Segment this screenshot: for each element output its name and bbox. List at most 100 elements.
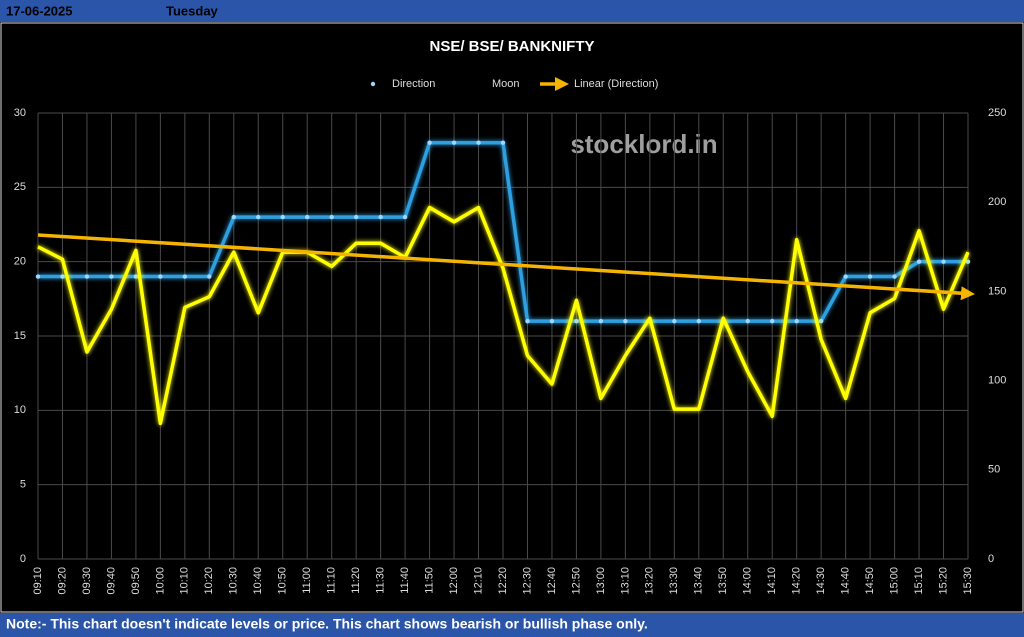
y-tick-label: 25 [14, 181, 26, 193]
x-tick-label: 14:00 [742, 567, 754, 595]
legend-label: Linear (Direction) [574, 78, 658, 90]
x-tick-label: 09:20 [56, 567, 68, 595]
x-tick-label: 15:00 [888, 567, 900, 595]
x-tick-label: 11:20 [350, 567, 362, 594]
series-point [305, 214, 310, 220]
series-point [476, 140, 481, 145]
x-tick-label: 15:30 [962, 567, 974, 595]
day: Tuesday [166, 3, 219, 18]
x-tick-label: 11:00 [301, 567, 313, 594]
x-tick-label: 15:20 [937, 567, 949, 595]
series-point [623, 318, 628, 324]
date: 17-06-2025 [6, 3, 73, 18]
y2-tick-label: 200 [988, 196, 1006, 208]
series-point [672, 318, 677, 324]
series-point [696, 318, 701, 324]
series-point [965, 259, 971, 264]
series-point [231, 214, 236, 220]
legend-label: Direction [392, 78, 435, 90]
footer-bar [0, 613, 1024, 637]
series-point [818, 318, 824, 324]
series-point [378, 214, 383, 220]
x-tick-label: 09:40 [105, 567, 117, 595]
series-point [794, 318, 799, 324]
x-tick-label: 14:30 [815, 567, 827, 595]
series-point [500, 140, 506, 145]
series-point [60, 274, 65, 279]
y2-tick-label: 50 [988, 464, 1000, 476]
x-tick-label: 11:30 [375, 567, 387, 594]
series-point [916, 259, 922, 264]
series-point [329, 214, 334, 220]
series-point [770, 318, 775, 324]
x-tick-label: 09:10 [32, 567, 44, 595]
x-tick-label: 12:00 [448, 567, 460, 595]
x-tick-label: 14:50 [864, 567, 876, 595]
footer-note: Note:- This chart doesn't indicate level… [6, 616, 648, 632]
grid: 0 5 10 15 20 25 30 0 50 100 150 200 250 09:10 09:20 09:… [14, 107, 1007, 595]
x-tick-label: 12:10 [472, 567, 484, 595]
series-point [280, 214, 285, 220]
legend-dot [370, 81, 376, 87]
series-point [133, 274, 139, 279]
legend-label: Moon [492, 78, 520, 90]
series-point [598, 318, 604, 324]
x-tick-label: 09:50 [130, 567, 142, 595]
series-point [84, 274, 90, 279]
x-tick-label: 12:50 [570, 567, 582, 595]
x-tick-label: 09:30 [81, 567, 93, 595]
series-line [37, 205, 970, 426]
series-point [35, 274, 41, 279]
series-point [549, 318, 555, 324]
trend-line [37, 233, 975, 301]
x-tick-label: 11:40 [399, 567, 411, 594]
y2-tick-label: 250 [988, 107, 1006, 119]
x-tick-label: 10:40 [252, 567, 264, 595]
x-tick-label: 13:10 [619, 567, 631, 595]
y-tick-label: 10 [14, 404, 26, 416]
x-tick-label: 13:00 [595, 567, 607, 595]
x-tick-label: 14:20 [791, 567, 803, 595]
chart-title: NSE/ BSE/ BANKNIFTY [429, 38, 594, 55]
y-tick-label: 0 [20, 553, 26, 565]
x-tick-label: 15:10 [913, 567, 925, 595]
series-point [158, 274, 163, 279]
watermark: stocklord.in [570, 129, 717, 159]
series-point [525, 318, 530, 324]
x-tick-label: 12:20 [497, 567, 509, 595]
series-point [745, 318, 750, 324]
x-tick-label: 11:10 [326, 567, 338, 594]
x-tick-label: 10:00 [154, 567, 166, 595]
series-point [574, 318, 579, 324]
header-bar [0, 0, 1024, 22]
series-point [892, 274, 897, 279]
x-tick-label: 10:20 [203, 567, 215, 595]
y2-tick-label: 150 [988, 285, 1006, 297]
series-point [451, 140, 457, 145]
y2-tick-label: 0 [988, 553, 994, 565]
series-point [867, 274, 873, 279]
x-tick-label: 14:40 [840, 567, 852, 595]
series-point [207, 274, 212, 279]
series-point [941, 259, 946, 264]
plot [35, 140, 975, 426]
x-tick-label: 12:30 [521, 567, 533, 595]
x-tick-label: 14:10 [766, 567, 778, 595]
chart-frame [0, 22, 1024, 613]
series-point [402, 214, 408, 220]
series-point [353, 214, 359, 220]
series-point [843, 274, 848, 279]
y-tick-label: 15 [14, 330, 26, 342]
series-point [182, 274, 188, 279]
x-tick-label: 13:40 [693, 567, 705, 595]
x-tick-label: 13:50 [717, 567, 729, 595]
x-tick-label: 10:50 [277, 567, 289, 595]
y2-tick-label: 100 [988, 375, 1006, 387]
series-point [427, 140, 432, 145]
series-point [256, 214, 261, 220]
y-tick-label: 5 [20, 479, 26, 491]
series-point [109, 274, 114, 279]
x-tick-label: 13:20 [644, 567, 656, 595]
